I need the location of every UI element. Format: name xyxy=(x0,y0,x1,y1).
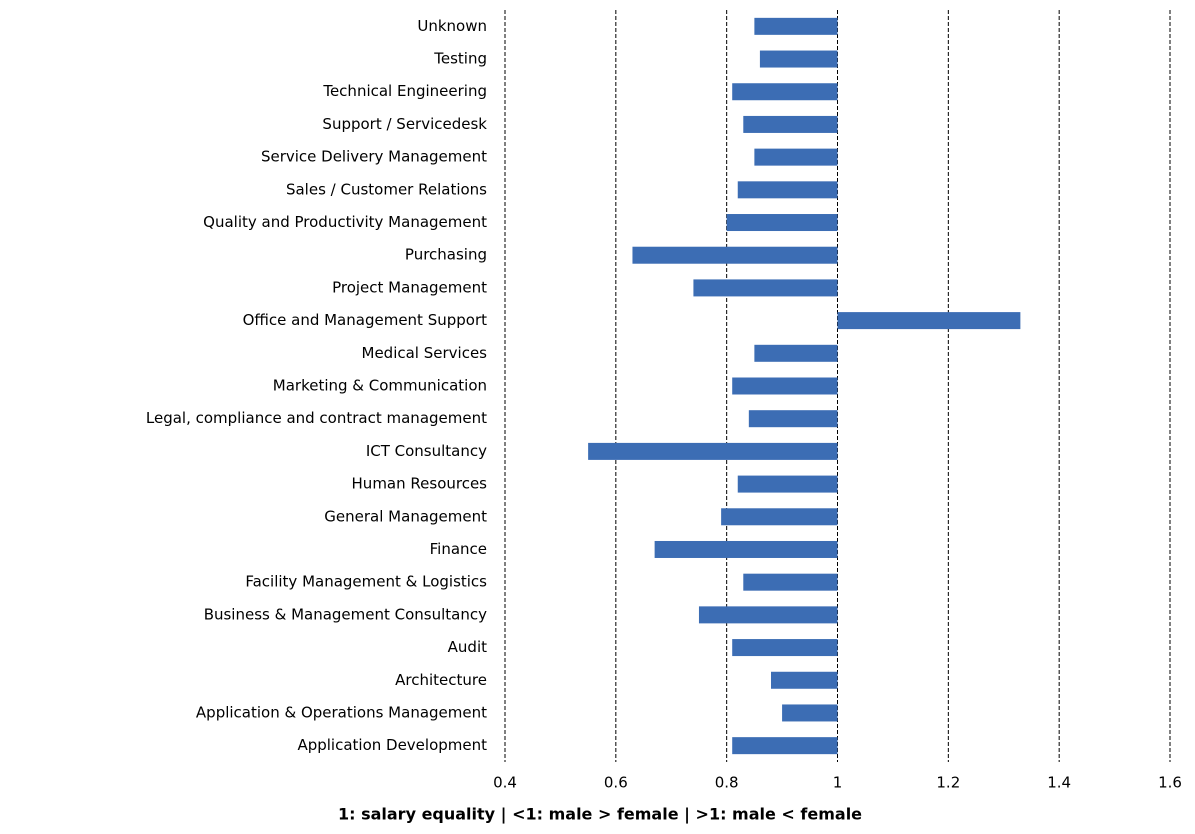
y-tick-label: Support / Servicedesk xyxy=(322,115,487,133)
x-axis-label: 1: salary equality | <1: male > female |… xyxy=(338,805,862,825)
y-tick-label: Technical Engineering xyxy=(322,82,487,100)
bar xyxy=(654,540,838,558)
y-tick-label: Medical Services xyxy=(362,344,488,362)
y-tick-label: Service Delivery Management xyxy=(261,148,487,166)
y-tick-label: Human Resources xyxy=(352,475,488,493)
y-tick-label: Application Development xyxy=(297,736,487,754)
y-tick-label: Purchasing xyxy=(405,246,487,264)
bar xyxy=(726,214,838,232)
bar xyxy=(693,279,838,297)
x-tick-label: 1.2 xyxy=(936,774,960,792)
x-tick-label: 0.8 xyxy=(715,774,739,792)
bar xyxy=(588,442,838,460)
bar xyxy=(732,83,838,101)
y-tick-label: Business & Management Consultancy xyxy=(204,605,487,623)
y-tick-label: Finance xyxy=(430,540,487,558)
bar xyxy=(732,737,838,755)
y-tick-label: Facility Management & Logistics xyxy=(245,573,487,591)
y-tick-label: Architecture xyxy=(395,671,487,689)
bar xyxy=(632,246,838,264)
bar xyxy=(743,115,838,133)
y-tick-label: Project Management xyxy=(332,278,487,296)
bar xyxy=(771,671,838,689)
y-tick-label: Unknown xyxy=(417,17,487,35)
y-tick-label: General Management xyxy=(324,507,487,525)
y-tick-label: Office and Management Support xyxy=(243,311,488,329)
x-tick-label: 0.4 xyxy=(493,774,517,792)
bar xyxy=(748,410,838,428)
bar xyxy=(754,148,838,166)
x-tick-label: 1 xyxy=(833,774,843,792)
bar xyxy=(837,312,1021,330)
x-tick-label: 1.4 xyxy=(1047,774,1071,792)
bar xyxy=(754,344,838,362)
bar xyxy=(698,606,838,624)
y-tick-label: ICT Consultancy xyxy=(366,442,487,460)
bar xyxy=(743,573,838,591)
bar xyxy=(782,704,838,722)
bar xyxy=(732,377,838,395)
bar xyxy=(732,639,838,657)
x-tick-label: 0.6 xyxy=(604,774,628,792)
bar xyxy=(737,181,838,199)
y-tick-label: Marketing & Communication xyxy=(273,377,487,395)
x-tick-label: 1.6 xyxy=(1158,774,1182,792)
bar xyxy=(754,17,838,35)
y-tick-label: Testing xyxy=(433,50,487,68)
y-tick-label: Audit xyxy=(448,638,487,656)
bar xyxy=(737,475,838,493)
y-tick-label: Legal, compliance and contract managemen… xyxy=(146,409,487,427)
y-tick-label: Quality and Productivity Management xyxy=(203,213,487,231)
y-tick-label: Application & Operations Management xyxy=(196,703,487,721)
bar xyxy=(759,50,838,68)
y-tick-label: Sales / Customer Relations xyxy=(286,180,487,198)
bar xyxy=(721,508,838,526)
